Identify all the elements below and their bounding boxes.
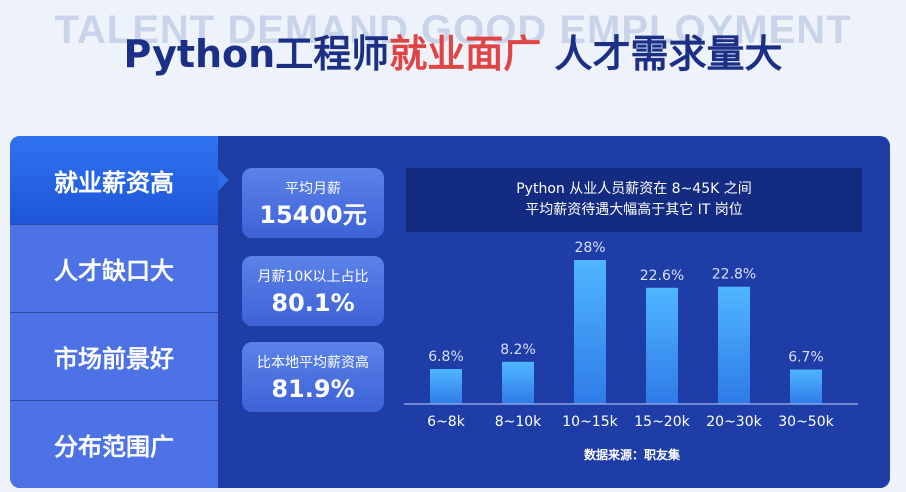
- note-line-1: Python 从业人员薪资在 8~45K 之间: [516, 181, 752, 197]
- page-title: Python工程师就业面广 人才需求量大: [0, 28, 906, 80]
- x-tick-label: 8~10k: [495, 414, 542, 430]
- x-tick-label: 10~15k: [562, 414, 618, 430]
- note-line-2: 平均薪资待遇大幅高于其它 IT 岗位: [525, 202, 743, 218]
- stat-value: 15400元: [259, 201, 367, 229]
- salary-note: Python 从业人员薪资在 8~45K 之间 平均薪资待遇大幅高于其它 IT …: [406, 168, 862, 232]
- bar-6~8k: [430, 369, 462, 404]
- data-label: 6.8%: [428, 349, 464, 365]
- title-part-3: 人才需求量大: [541, 32, 783, 76]
- data-label: 28%: [574, 240, 605, 256]
- stat-label: 比本地平均薪资高: [257, 355, 369, 371]
- stat-label: 平均月薪: [285, 181, 341, 197]
- sidebar: 就业薪资高 人才缺口大 市场前景好 分布范围广: [10, 136, 218, 488]
- bar-10~15k: [574, 260, 606, 404]
- content-panel: 就业薪资高 人才缺口大 市场前景好 分布范围广 平均月薪 15400元 月薪10…: [10, 136, 890, 488]
- title-part-1: Python工程师: [123, 32, 390, 76]
- stat-card-above-local: 比本地平均薪资高 81.9%: [242, 342, 384, 412]
- sidebar-item-distribution[interactable]: 分布范围广: [10, 400, 218, 488]
- x-tick-label: 6~8k: [427, 414, 466, 430]
- sidebar-item-salary[interactable]: 就业薪资高: [10, 136, 218, 224]
- bar-8~10k: [502, 361, 534, 404]
- data-source: 数据来源：职友集: [583, 448, 680, 462]
- bar-20~30k: [718, 286, 750, 404]
- active-pointer-arrow-icon: [218, 169, 229, 191]
- x-tick-label: 15~20k: [634, 414, 690, 430]
- salary-distribution-chart: 6.8% 6~8k 8.2% 8~10k 28% 10~15k 22.6% 15~20k 22.…: [404, 240, 858, 430]
- sidebar-item-prospects[interactable]: 市场前景好: [10, 312, 218, 400]
- x-tick-label: 20~30k: [706, 414, 762, 430]
- data-label: 22.8%: [712, 267, 756, 283]
- sidebar-item-talent-gap[interactable]: 人才缺口大: [10, 224, 218, 312]
- bar-15~20k: [646, 287, 678, 404]
- stat-card-average-salary: 平均月薪 15400元: [242, 168, 384, 238]
- bar-30~50k: [790, 369, 822, 404]
- data-label: 8.2%: [500, 342, 536, 358]
- stat-value: 81.9%: [271, 375, 355, 403]
- x-tick-label: 30~50k: [778, 414, 834, 430]
- stat-label: 月薪10K以上占比: [257, 269, 369, 285]
- data-label: 6.7%: [788, 350, 824, 366]
- stat-value: 80.1%: [271, 289, 355, 317]
- background-word: TALENT DEMAND GOOD EMPLOYMENT: [54, 8, 852, 52]
- title-highlight: 就业面广: [389, 32, 542, 76]
- data-label: 22.6%: [640, 268, 684, 284]
- stat-card-above-10k: 月薪10K以上占比 80.1%: [242, 256, 384, 326]
